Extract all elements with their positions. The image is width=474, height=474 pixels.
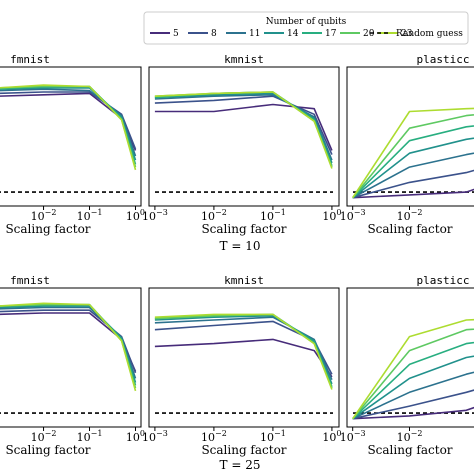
panel-5-kmnist-series-23: [154, 313, 333, 390]
panel-5-kmnist-series-5: [154, 338, 333, 378]
panel-6-plasticc-frame: [346, 287, 474, 428]
panel-5-kmnist: kmnist 10−3 10−2 10−1 100 Scaling factor: [142, 274, 341, 457]
panel-4-fmnist-series-17: [0, 303, 137, 386]
panel-6-plasticc-series-14: [352, 355, 474, 420]
panel-5-kmnist-series-17: [154, 313, 333, 387]
panel-3-plasticc-series-23: [352, 107, 474, 199]
panel-5-kmnist-series-11: [154, 316, 333, 381]
panel-2-kmnist-series-5: [154, 103, 333, 151]
panel-3-plasticc-series-5: [352, 188, 474, 199]
legend-label-23: 23: [401, 29, 413, 39]
panel-6-plasticc-title: plasticc: [417, 274, 470, 287]
panel-5-kmnist-series-14: [154, 314, 333, 385]
panel-6-plasticc-tick-label: 10−3: [340, 429, 366, 444]
panel-1-fmnist-series-17: [0, 85, 137, 165]
panel-2-kmnist: kmnist 10−3 10−2 10−1 100 Scaling factor: [142, 53, 341, 236]
panel-2-kmnist-series-20: [154, 91, 333, 168]
panel-1-fmnist-series-14: [0, 87, 137, 161]
legend-frame: [143, 11, 469, 45]
panel-4-fmnist-series-20: [0, 303, 137, 389]
panel-4-fmnist-xlabel: Scaling factor: [5, 443, 90, 457]
panel-4-fmnist-series-5: [0, 312, 137, 372]
panel-5-kmnist-tick-label: 100: [322, 429, 341, 444]
panel-4-fmnist-title: fmnist: [10, 274, 50, 287]
panel-4-fmnist-tick-label: 10−2: [31, 429, 57, 444]
panel-6-plasticc-series-11: [352, 371, 474, 420]
panel-6-plasticc-xlabel: Scaling factor: [367, 443, 452, 457]
legend-label-17: 17: [325, 29, 337, 39]
panel-1-fmnist-series-5: [0, 92, 137, 151]
legend-label-20: 20: [363, 29, 375, 39]
panel-5-kmnist-frame: [148, 287, 340, 428]
legend-label-random-guess: Random guess: [396, 29, 463, 39]
panel-2-kmnist-series-11: [154, 94, 333, 161]
panel-6-plasticc-series-17: [352, 341, 474, 420]
panel-4-fmnist: fmnist 10−2 10−1 100 Scaling factor: [0, 274, 145, 457]
panel-5-kmnist-tick-label: 10−2: [201, 429, 227, 444]
panel-5-kmnist-tick-label: 10−3: [142, 429, 168, 444]
panel-3-plasticc-series-11: [352, 152, 474, 199]
panel-1-fmnist-tick-label: 10−2: [31, 208, 57, 223]
panel-2-kmnist-frame: [148, 66, 340, 207]
panel-2-kmnist-series-8: [154, 95, 333, 155]
panel-6-plasticc-tick-label: 10−2: [397, 429, 423, 444]
panel-1-fmnist: fmnist 10−2 10−1 100 Scaling factor: [0, 53, 145, 236]
panel-4-fmnist-tick-label: 10−1: [77, 429, 103, 444]
panel-5-kmnist-tick-label: 10−1: [260, 429, 286, 444]
legend-label-11: 11: [249, 29, 260, 39]
panel-6-plasticc-series-23: [352, 318, 474, 420]
panel-2-kmnist-series-17: [154, 91, 333, 166]
panel-4-fmnist-frame: [0, 287, 142, 428]
panel-5-kmnist-series-20: [154, 313, 333, 389]
panel-3-plasticc-series-8: [352, 169, 474, 199]
panel-1-fmnist-frame: [0, 66, 142, 207]
row-label-t25: T = 25: [220, 458, 261, 472]
panel-4-fmnist-series-11: [0, 306, 137, 379]
panel-2-kmnist-tick-label: 10−2: [201, 208, 227, 223]
panel-5-kmnist-xlabel: Scaling factor: [201, 443, 286, 457]
panel-2-kmnist-series-14: [154, 92, 333, 164]
panel-2-kmnist-tick-label: 100: [322, 208, 341, 223]
panel-2-kmnist-title: kmnist: [224, 53, 264, 66]
panel-3-plasticc-xlabel: Scaling factor: [367, 222, 452, 236]
panel-2-kmnist-tick-label: 10−1: [260, 208, 286, 223]
legend-label-5: 5: [173, 29, 179, 39]
row-label-t10: T = 10: [220, 239, 261, 253]
panel-2-kmnist-tick-label: 10−3: [142, 208, 168, 223]
panel-2-kmnist-series-23: [154, 91, 333, 169]
panel-4-fmnist-series-23: [0, 302, 137, 392]
panel-1-fmnist-series-8: [0, 91, 137, 150]
panel-1-fmnist-tick-label: 100: [126, 208, 145, 223]
panel-1-fmnist-series-20: [0, 85, 137, 168]
panel-3-plasticc-tick-label: 10−3: [340, 208, 366, 223]
panel-1-fmnist-xlabel: Scaling factor: [5, 222, 90, 236]
panel-6-plasticc-series-20: [352, 328, 474, 420]
panel-6-plasticc-series-5: [352, 406, 474, 420]
legend-label-14: 14: [287, 29, 299, 39]
panel-1-fmnist-title: fmnist: [10, 53, 50, 66]
panel-2-kmnist-xlabel: Scaling factor: [201, 222, 286, 236]
panel-6-plasticc-series-8: [352, 389, 474, 420]
panel-1-fmnist-series-23: [0, 84, 137, 171]
legend-title: Number of qubits: [266, 17, 347, 27]
panel-1-fmnist-tick-label: 10−1: [77, 208, 103, 223]
panel-3-plasticc-tick-label: 10−2: [397, 208, 423, 223]
panel-3-plasticc-series-14: [352, 137, 474, 199]
panel-4-fmnist-series-8: [0, 309, 137, 374]
panels: fmnist 10−2 10−1 100 Scaling factor kmnist 10−…: [0, 53, 474, 457]
panel-3-plasticc-frame: [346, 66, 474, 207]
panel-4-fmnist-tick-label: 100: [126, 429, 145, 444]
panel-3-plasticc-title: plasticc: [417, 53, 470, 66]
panel-4-fmnist-series-14: [0, 305, 137, 383]
legend-label-8: 8: [211, 29, 217, 39]
panel-5-kmnist-title: kmnist: [224, 274, 264, 287]
panel-1-fmnist-series-11: [0, 88, 137, 157]
panel-3-plasticc-series-20: [352, 114, 474, 199]
panel-3-plasticc-series-17: [352, 125, 474, 199]
